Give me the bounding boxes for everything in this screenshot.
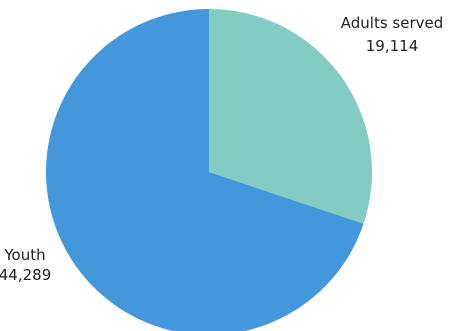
label-adults-served: Adults served	[341, 14, 444, 32]
pie-slice-youth	[46, 9, 364, 331]
value-adults-served: 19,114	[366, 37, 419, 55]
pie-slice-adults-served	[209, 9, 372, 224]
pie-labels: Adults served 19,114 Youth 44,289	[0, 14, 443, 284]
pie-slices	[46, 9, 372, 331]
label-youth: Youth	[3, 246, 45, 264]
value-youth: 44,289	[0, 266, 51, 284]
